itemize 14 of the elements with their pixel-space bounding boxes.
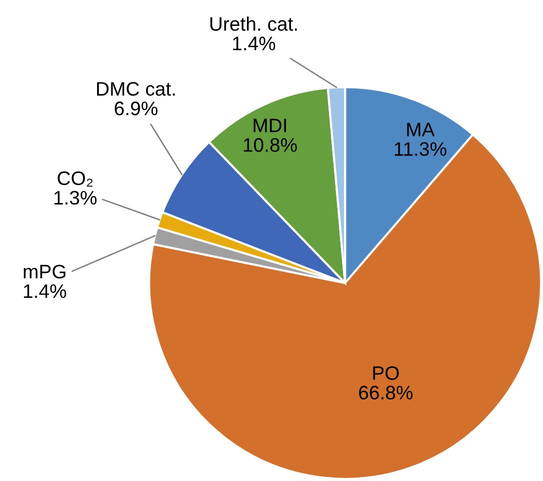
slice-label: mPG	[24, 264, 66, 278]
slice-label: DMC cat.	[97, 82, 175, 96]
data-label: 6.9%	[114, 102, 158, 116]
data-label: 1.4%	[233, 36, 276, 50]
slice-label: MDI	[254, 118, 286, 132]
slice-label: Ureth. cat.	[210, 16, 297, 31]
data-label: 66.8%	[359, 386, 413, 400]
slice-label: CO₂	[58, 171, 92, 187]
data-label: 10.8%	[244, 138, 297, 152]
slice-label: MA	[407, 122, 435, 136]
data-label: 1.4%	[24, 284, 66, 298]
data-label: 11.3%	[394, 142, 446, 156]
data-label: 1.3%	[54, 190, 97, 205]
slice-label: PO	[373, 366, 399, 380]
